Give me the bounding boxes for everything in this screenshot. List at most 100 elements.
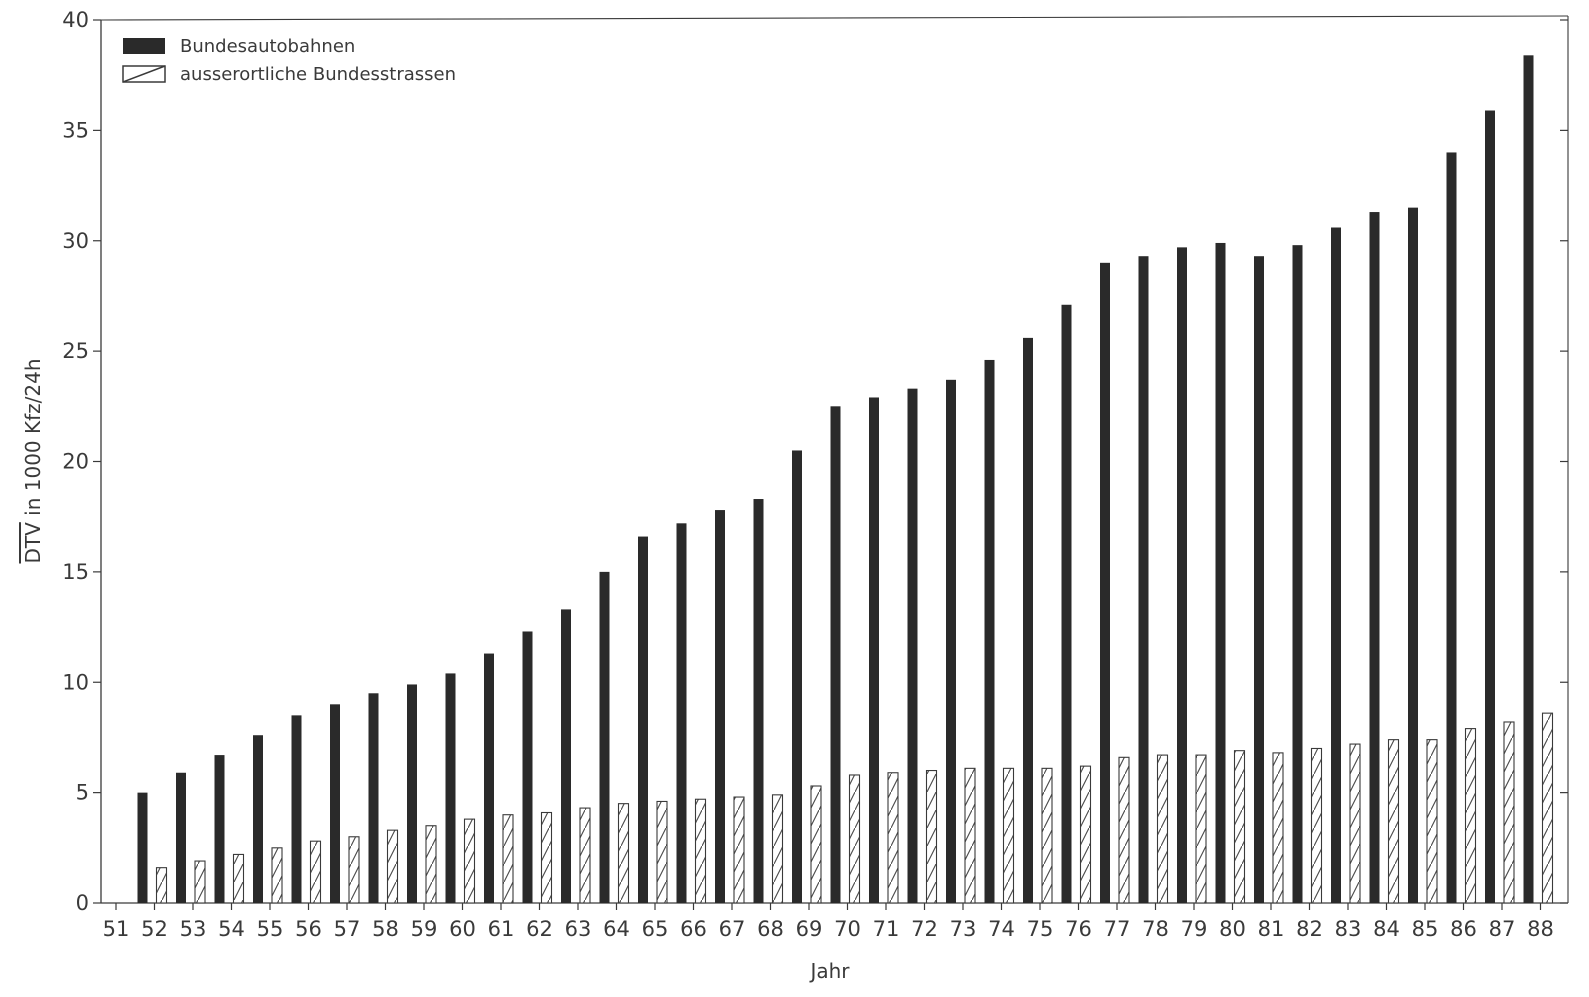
bar-bundesautobahnen (1177, 247, 1187, 903)
bar-bundesautobahnen (1408, 207, 1418, 903)
x-tick-label: 71 (873, 917, 900, 941)
bar-bundesautobahnen (792, 450, 802, 903)
bar-bundesstrassen (964, 767, 976, 904)
x-axis-title: Jahr (808, 959, 850, 983)
bar-bundesstrassen (1002, 767, 1015, 904)
bar-bundesstrassen (271, 847, 283, 904)
bar-bundesstrassen (1233, 750, 1246, 904)
bar-bundesstrassen (810, 785, 822, 904)
bar-bundesstrassen (425, 825, 437, 904)
bars (137, 55, 1554, 904)
x-tick-label: 68 (757, 917, 784, 941)
y-tick-label: 0 (76, 891, 89, 915)
y-tick-label: 10 (62, 670, 89, 694)
bar-bundesautobahnen (1215, 242, 1226, 903)
bar-bundesstrassen (1426, 739, 1438, 904)
y-tick-label: 15 (62, 560, 89, 584)
bar-bundesstrassen (386, 829, 399, 904)
bar-bundesstrassen (155, 867, 168, 904)
bar-bundesautobahnen (214, 755, 225, 903)
x-tick-label: 55 (257, 917, 284, 941)
bar-bundesstrassen (194, 860, 206, 904)
x-tick-label: 79 (1181, 917, 1208, 941)
bar-bundesstrassen (348, 836, 360, 904)
x-tick-label: 76 (1065, 917, 1092, 941)
bar-bundesstrassen (579, 807, 591, 904)
bar-bundesautobahnen (1023, 337, 1033, 903)
bar-bundesautobahnen (753, 499, 764, 903)
x-tick-label: 52 (141, 917, 168, 941)
bar-bundesautobahnen (1254, 256, 1264, 903)
bar-bundesautobahnen (830, 406, 841, 903)
bar-bundesstrassen (540, 811, 553, 904)
bar-bundesautobahnen (1369, 212, 1380, 904)
x-tick-label: 54 (218, 917, 245, 941)
x-tick-label: 60 (449, 917, 476, 941)
bar-bundesautobahnen (522, 631, 533, 903)
x-tick-label: 87 (1489, 917, 1516, 941)
bar-bundesautobahnen (176, 772, 186, 903)
legend-label-bundesstrassen: ausserortliche Bundesstrassen (180, 64, 456, 85)
x-tick-label: 74 (988, 917, 1015, 941)
y-tick-label: 20 (62, 450, 89, 474)
x-tick-label: 81 (1258, 917, 1285, 941)
bar-bundesautobahnen (1100, 262, 1110, 903)
bar-bundesautobahnen (1331, 227, 1341, 903)
x-tick-label: 51 (103, 917, 130, 941)
bar-bundesstrassen (1387, 739, 1400, 904)
bar-bundesautobahnen (253, 735, 263, 903)
bar-bundesautobahnen (715, 510, 725, 903)
svg-text:DTV in 1000 Kfz/24h: DTV in 1000 Kfz/24h (21, 358, 45, 563)
x-tick-label: 61 (488, 917, 515, 941)
x-tick-label: 88 (1527, 917, 1554, 941)
bar-bundesstrassen (1272, 752, 1284, 904)
bar-bundesstrassen (1310, 747, 1323, 904)
x-tick-label: 59 (411, 917, 438, 941)
bar-bundesautobahnen (1523, 55, 1534, 903)
x-tick-label: 64 (603, 917, 630, 941)
bar-bundesstrassen (656, 800, 668, 904)
bar-bundesstrassen (733, 796, 745, 904)
bar-bundesstrassen (463, 818, 476, 904)
y-axis-title-overline-part: DTV (21, 522, 45, 564)
bar-bundesstrassen (925, 769, 938, 904)
y-axis-title-rest: in 1000 Kfz/24h (21, 358, 45, 522)
bar-bundesstrassen (1349, 743, 1361, 904)
x-tick-label: 53 (180, 917, 207, 941)
bar-bundesautobahnen (368, 693, 379, 903)
bar-bundesstrassen (694, 798, 707, 904)
axes: 0 5 10 15 20 25 30 35 40 51 52 53 54 55 56 57 58 59 60 61 62… (62, 8, 1569, 941)
x-tick-label: 70 (834, 917, 861, 941)
bar-bundesautobahnen (984, 359, 995, 904)
legend-swatch-bundesstrassen (122, 65, 166, 83)
bar-bundesautobahnen (1292, 245, 1303, 904)
x-tick-label: 85 (1412, 917, 1439, 941)
bar-bundesautobahnen (599, 571, 610, 903)
bar-bundesstrassen (502, 814, 514, 904)
bar-bundesstrassen (1464, 728, 1477, 904)
y-tick-label: 25 (62, 339, 89, 363)
bar-bundesstrassen (848, 774, 861, 904)
x-tick-label: 86 (1450, 917, 1477, 941)
bar-bundesstrassen (887, 772, 899, 904)
y-tick-label: 5 (76, 781, 89, 805)
bar-bundesautobahnen (330, 704, 340, 903)
bar-bundesstrassen (771, 794, 784, 904)
bar-bundesautobahnen (137, 792, 148, 903)
bar-bundesstrassen (617, 803, 630, 904)
x-tick-label: 62 (526, 917, 553, 941)
bar-bundesautobahnen (484, 653, 494, 903)
legend: Bundesautobahnen ausserortliche Bundesst… (122, 36, 456, 85)
x-tick-label: 80 (1219, 917, 1246, 941)
x-tick-label: 58 (372, 917, 399, 941)
bar-bundesstrassen (1503, 721, 1515, 904)
x-tick-label: 78 (1142, 917, 1169, 941)
bar-bundesautobahnen (676, 523, 687, 903)
x-tick-label: 83 (1335, 917, 1362, 941)
bar-bundesautobahnen (946, 379, 956, 903)
y-tick-label: 35 (62, 118, 89, 142)
legend-swatch-bundesautobahnen (123, 38, 165, 54)
bar-bundesstrassen (232, 853, 245, 904)
x-tick-label: 57 (334, 917, 361, 941)
